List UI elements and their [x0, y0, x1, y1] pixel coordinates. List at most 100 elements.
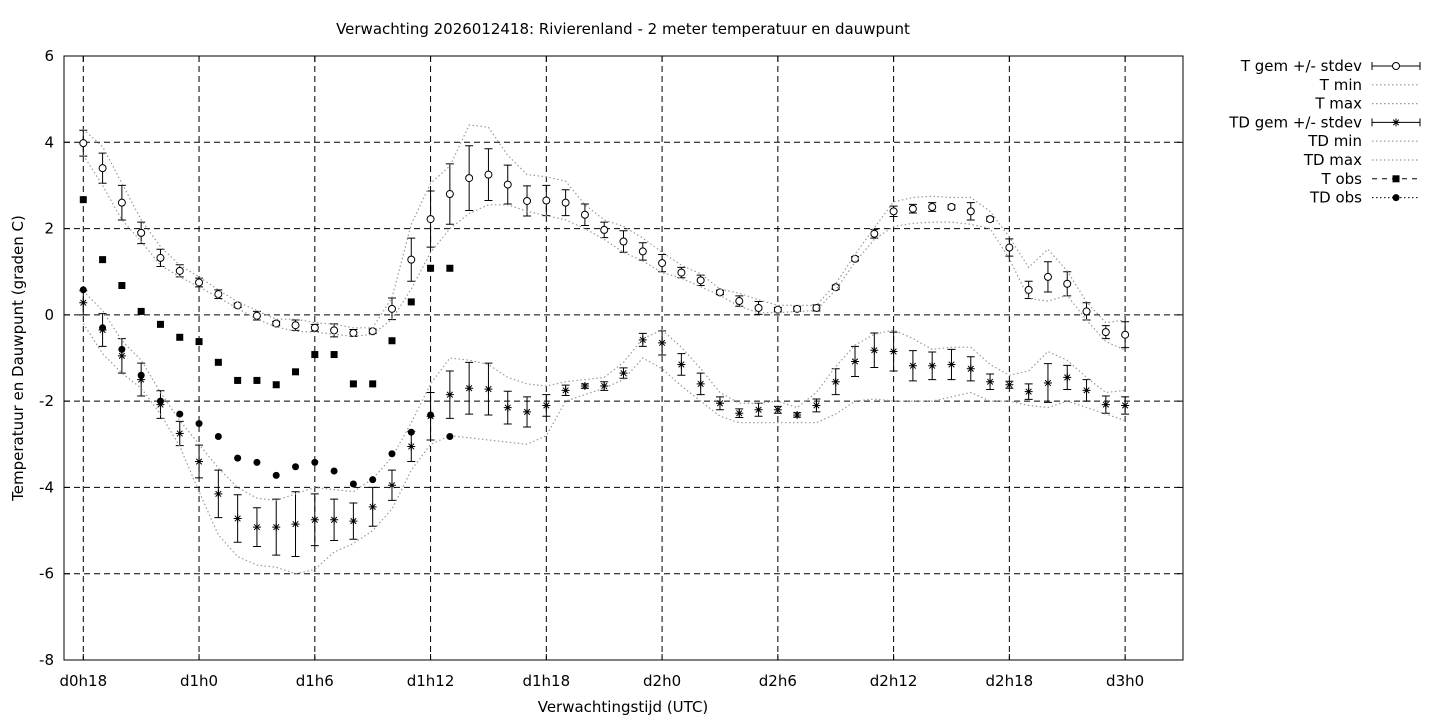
data-point — [619, 369, 628, 378]
data-point — [330, 515, 339, 524]
legend-symbol — [1392, 175, 1400, 183]
data-point — [214, 433, 222, 441]
x-tick-label: d2h12 — [870, 672, 918, 690]
x-tick-label: d1h12 — [407, 672, 455, 690]
data-point — [176, 410, 184, 418]
data-point — [330, 467, 338, 475]
data-point — [176, 333, 184, 341]
data-point — [445, 190, 454, 199]
data-point — [754, 303, 763, 312]
x-tick-label: d2h6 — [759, 672, 797, 690]
data-point — [369, 476, 377, 484]
data-point — [1121, 401, 1130, 410]
data-point — [291, 520, 300, 529]
data-point — [369, 380, 377, 388]
data-point — [1043, 379, 1052, 388]
data-point — [503, 403, 512, 412]
x-tick-label: d3h0 — [1106, 672, 1144, 690]
data-point — [292, 368, 300, 376]
legend-label: TD obs — [1309, 189, 1362, 207]
data-point — [407, 442, 416, 451]
legend-label: T max — [1314, 95, 1362, 113]
data-point — [310, 323, 319, 332]
x-tick-label: d0h18 — [59, 672, 107, 690]
data-point — [407, 298, 415, 306]
data-point — [272, 319, 281, 328]
x-tick-label: d1h6 — [296, 672, 334, 690]
data-point — [1005, 380, 1014, 389]
plot-frame — [63, 55, 1184, 661]
chart-title: Verwachting 2026012418: Rivierenland - 2… — [336, 20, 910, 38]
data-point — [986, 215, 995, 224]
data-point — [118, 345, 126, 353]
series-line — [82, 323, 1126, 575]
x-axis-label: Verwachtingstijd (UTC) — [538, 698, 709, 716]
x-tick-label: d2h0 — [643, 672, 681, 690]
data-point — [812, 303, 821, 312]
data-point — [368, 327, 377, 336]
data-point — [407, 255, 416, 264]
data-point — [79, 139, 88, 148]
data-point — [523, 196, 532, 205]
data-point — [175, 266, 184, 275]
legend-label: TD max — [1303, 151, 1362, 169]
series-td-gem-stdev — [79, 290, 1130, 557]
data-point — [99, 324, 107, 332]
data-point — [252, 523, 261, 532]
data-point — [1005, 243, 1014, 252]
data-point — [658, 259, 667, 268]
data-point — [137, 371, 145, 379]
data-point — [561, 198, 570, 207]
data-point — [1024, 285, 1033, 294]
data-series — [79, 124, 1130, 575]
data-point — [793, 410, 802, 419]
data-point — [793, 304, 802, 313]
data-point — [272, 471, 280, 479]
legend-symbol — [1392, 62, 1400, 70]
x-tick-label: d1h0 — [180, 672, 218, 690]
data-point — [966, 207, 975, 216]
data-point — [195, 420, 203, 428]
data-point — [928, 203, 937, 211]
data-point — [137, 228, 146, 237]
data-point — [195, 457, 204, 466]
data-point — [503, 180, 512, 189]
data-point — [117, 198, 126, 207]
legend-label: TD gem +/- stdev — [1228, 113, 1362, 131]
legend-label: T gem +/- stdev — [1240, 57, 1362, 75]
data-point — [214, 489, 223, 498]
data-point — [619, 237, 628, 246]
data-point — [889, 207, 898, 216]
data-point — [117, 351, 126, 360]
data-point — [947, 360, 956, 369]
data-point — [908, 361, 917, 370]
data-point — [638, 335, 647, 344]
y-axis-label: Temperatuur en Dauwpunt (graden C) — [9, 215, 27, 502]
legend-symbol — [1392, 194, 1400, 202]
y-tick-label: 2 — [44, 220, 54, 238]
series-td-max — [82, 290, 1126, 502]
legend-label: T obs — [1321, 170, 1363, 188]
data-point — [79, 196, 87, 204]
data-point — [1043, 272, 1052, 281]
data-point — [195, 278, 204, 287]
data-point — [465, 174, 474, 183]
series-td-obs — [79, 286, 454, 488]
data-point — [1082, 386, 1091, 395]
data-point — [754, 405, 763, 414]
data-point — [445, 390, 454, 399]
data-point — [851, 357, 860, 366]
data-point — [580, 382, 589, 391]
data-point — [600, 382, 609, 391]
data-point — [446, 264, 454, 272]
data-point — [233, 301, 242, 310]
data-point — [542, 196, 551, 205]
data-point — [156, 397, 164, 405]
data-point — [465, 384, 474, 393]
data-point — [79, 298, 88, 307]
x-tick-label: d2h18 — [986, 672, 1034, 690]
data-point — [1121, 330, 1130, 339]
data-point — [388, 450, 396, 458]
